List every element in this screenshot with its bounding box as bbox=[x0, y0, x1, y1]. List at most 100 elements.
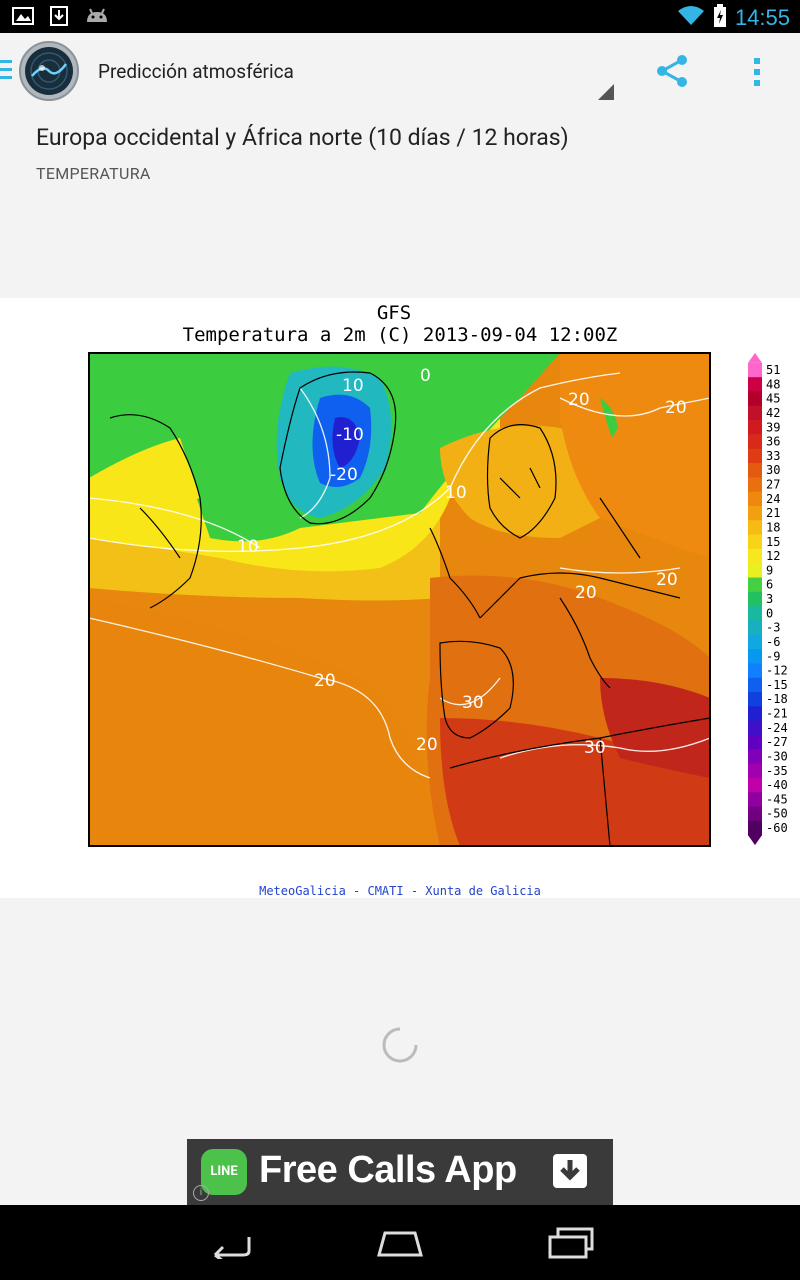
legend-label: -35 bbox=[766, 764, 788, 778]
legend-swatch bbox=[748, 463, 762, 478]
contour-label: 20 bbox=[314, 671, 336, 691]
contour-label: 20 bbox=[568, 390, 590, 410]
legend-swatch bbox=[748, 534, 762, 550]
contour-label: -20 bbox=[330, 465, 358, 485]
legend-swatch bbox=[748, 649, 762, 664]
map-frame bbox=[88, 352, 711, 847]
legend-arrow-top bbox=[748, 352, 762, 363]
contour-label: 10 bbox=[237, 537, 259, 557]
legend-swatch bbox=[748, 634, 762, 650]
legend-label: 9 bbox=[766, 563, 773, 577]
back-button[interactable] bbox=[205, 1225, 255, 1263]
download-icon[interactable] bbox=[553, 1154, 587, 1188]
legend-swatch bbox=[748, 720, 762, 736]
share-button[interactable] bbox=[650, 50, 694, 94]
status-bar: 14:55 bbox=[0, 0, 800, 33]
legend-label: -9 bbox=[766, 649, 780, 663]
legend-label: -24 bbox=[766, 721, 788, 735]
navigation-bar bbox=[0, 1205, 800, 1280]
legend-swatch bbox=[748, 563, 762, 579]
ad-text: Free Calls App bbox=[259, 1149, 517, 1191]
forecast-map: GFS Temperatura a 2m (C) 2013-09-04 12:0… bbox=[88, 302, 788, 898]
legend-label: 48 bbox=[766, 377, 780, 391]
legend-label: -45 bbox=[766, 792, 788, 806]
drawer-menu-icon[interactable] bbox=[0, 58, 12, 82]
loading-spinner-icon bbox=[381, 1026, 419, 1064]
legend-swatch bbox=[748, 448, 762, 464]
overflow-menu-button[interactable] bbox=[742, 50, 772, 94]
contour-label: 20 bbox=[656, 570, 678, 590]
legend-label: 42 bbox=[766, 406, 780, 420]
legend-label: 36 bbox=[766, 435, 780, 449]
wifi-icon bbox=[677, 5, 705, 31]
legend-label: 30 bbox=[766, 463, 780, 477]
legend-label: 24 bbox=[766, 492, 780, 506]
legend-label: -12 bbox=[766, 664, 788, 678]
contour-label: 10 bbox=[445, 483, 467, 503]
line-logo-icon bbox=[201, 1149, 247, 1195]
legend-label: -21 bbox=[766, 707, 788, 721]
ad-brand: LINE bbox=[210, 1164, 238, 1179]
app-logo[interactable] bbox=[18, 40, 80, 102]
contour-label: 30 bbox=[584, 738, 606, 758]
recents-button[interactable] bbox=[546, 1225, 596, 1259]
home-icon bbox=[377, 1231, 423, 1257]
contour-labels: 10 0 -10 -20 10 20 10 20 20 30 30 20 20 … bbox=[237, 366, 687, 758]
contour-label: 20 bbox=[665, 398, 687, 418]
legend-swatch bbox=[748, 663, 762, 679]
legend-swatch bbox=[748, 606, 762, 621]
ad-banner[interactable]: LINE Free Calls App i bbox=[187, 1139, 613, 1205]
legend-label: -27 bbox=[766, 735, 788, 749]
legend-label: 3 bbox=[766, 592, 773, 606]
legend-swatch bbox=[748, 420, 762, 435]
map-credit: MeteoGalicia - CMATI - Xunta de Galicia bbox=[259, 884, 541, 898]
legend-label: -6 bbox=[766, 635, 780, 649]
android-notification-icon bbox=[84, 6, 107, 26]
recents-icon bbox=[548, 1227, 594, 1259]
isotherm-contours bbox=[89, 372, 710, 779]
map-model-label: GFS bbox=[377, 302, 411, 324]
legend-label: -18 bbox=[766, 692, 788, 706]
share-icon bbox=[657, 55, 687, 87]
ad-info-icon[interactable]: i bbox=[193, 1185, 209, 1201]
legend-label: 15 bbox=[766, 535, 780, 549]
gallery-notification-icon bbox=[12, 6, 34, 26]
contour-label: 10 bbox=[342, 376, 364, 396]
home-button[interactable] bbox=[375, 1225, 425, 1259]
back-icon bbox=[213, 1237, 251, 1263]
legend-swatch bbox=[748, 405, 762, 421]
page-title: Europa occidental y África norte (10 día… bbox=[36, 124, 569, 151]
clock: 14:55 bbox=[734, 5, 790, 30]
legend-swatch bbox=[748, 706, 762, 722]
legend-swatch bbox=[748, 434, 762, 450]
page-subtitle: TEMPERATURA bbox=[36, 164, 151, 183]
contour-label: 0 bbox=[420, 366, 431, 386]
legend-swatch bbox=[748, 391, 762, 407]
legend-label: 12 bbox=[766, 549, 780, 563]
contour-label: 20 bbox=[416, 735, 438, 755]
more-vertical-icon bbox=[754, 58, 760, 86]
spinner-dropdown-indicator[interactable] bbox=[598, 84, 614, 100]
download-notification-icon bbox=[48, 6, 70, 26]
app-title[interactable]: Predicción atmosférica bbox=[98, 60, 294, 83]
legend-arrow-bottom bbox=[748, 835, 762, 846]
legend-swatch bbox=[748, 820, 762, 836]
battery-charging-icon bbox=[713, 4, 727, 32]
legend-swatch bbox=[748, 792, 762, 808]
legend-label: -30 bbox=[766, 749, 788, 763]
forecast-map-image[interactable]: GFS Temperatura a 2m (C) 2013-09-04 12:0… bbox=[0, 298, 800, 898]
legend-swatch bbox=[748, 577, 762, 593]
map-title: Temperatura a 2m (C) 2013-09-04 12:00Z bbox=[183, 324, 618, 346]
contour-label: 30 bbox=[462, 693, 484, 713]
legend-label: 18 bbox=[766, 520, 780, 534]
legend-swatch bbox=[748, 806, 762, 822]
legend-label: 21 bbox=[766, 506, 780, 520]
legend-label: 27 bbox=[766, 478, 780, 492]
legend-swatch bbox=[748, 362, 762, 378]
legend-swatch bbox=[748, 677, 762, 693]
legend-swatch bbox=[748, 477, 762, 493]
legend-label: -60 bbox=[766, 821, 788, 835]
legend-swatch bbox=[748, 749, 762, 765]
legend-swatch bbox=[748, 548, 762, 564]
temperature-field bbox=[89, 353, 710, 846]
